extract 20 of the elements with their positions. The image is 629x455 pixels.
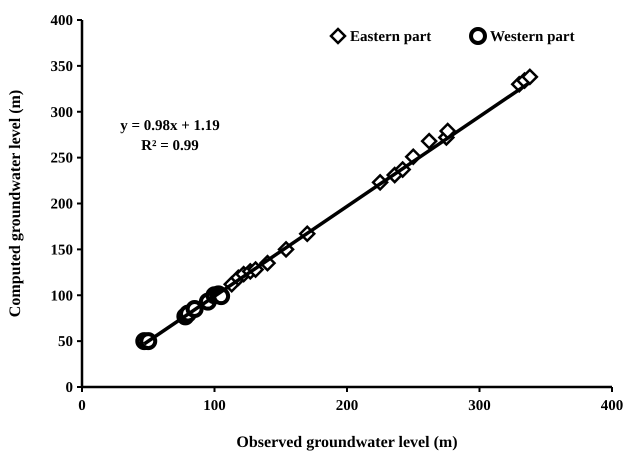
x-tick-label: 400 [600, 398, 624, 414]
y-tick-label: 350 [50, 58, 73, 75]
y-tick-label: 400 [50, 13, 73, 29]
x-tick-label: 0 [78, 398, 86, 414]
legend-label: Western part [490, 29, 575, 45]
y-tick-label: 50 [58, 334, 73, 350]
y-tick-label: 250 [50, 150, 73, 167]
y-tick-label: 150 [50, 242, 73, 258]
y-tick-label: 100 [50, 288, 73, 304]
x-tick-label: 100 [203, 398, 226, 414]
x-tick-label: 200 [336, 398, 358, 414]
x-axis-title: Observed groundwater level (m) [236, 434, 458, 451]
y-axis-title: Computed groundwater level (m) [7, 90, 24, 318]
annotation: R² = 0.99 [141, 138, 199, 154]
y-tick-label: 0 [66, 380, 73, 396]
y-tick-label: 300 [50, 104, 73, 121]
annotation: y = 0.98x + 1.19 [120, 118, 220, 134]
x-tick-label: 300 [468, 398, 491, 414]
y-tick-label: 200 [50, 196, 73, 212]
legend-label: Eastern part [350, 29, 432, 45]
